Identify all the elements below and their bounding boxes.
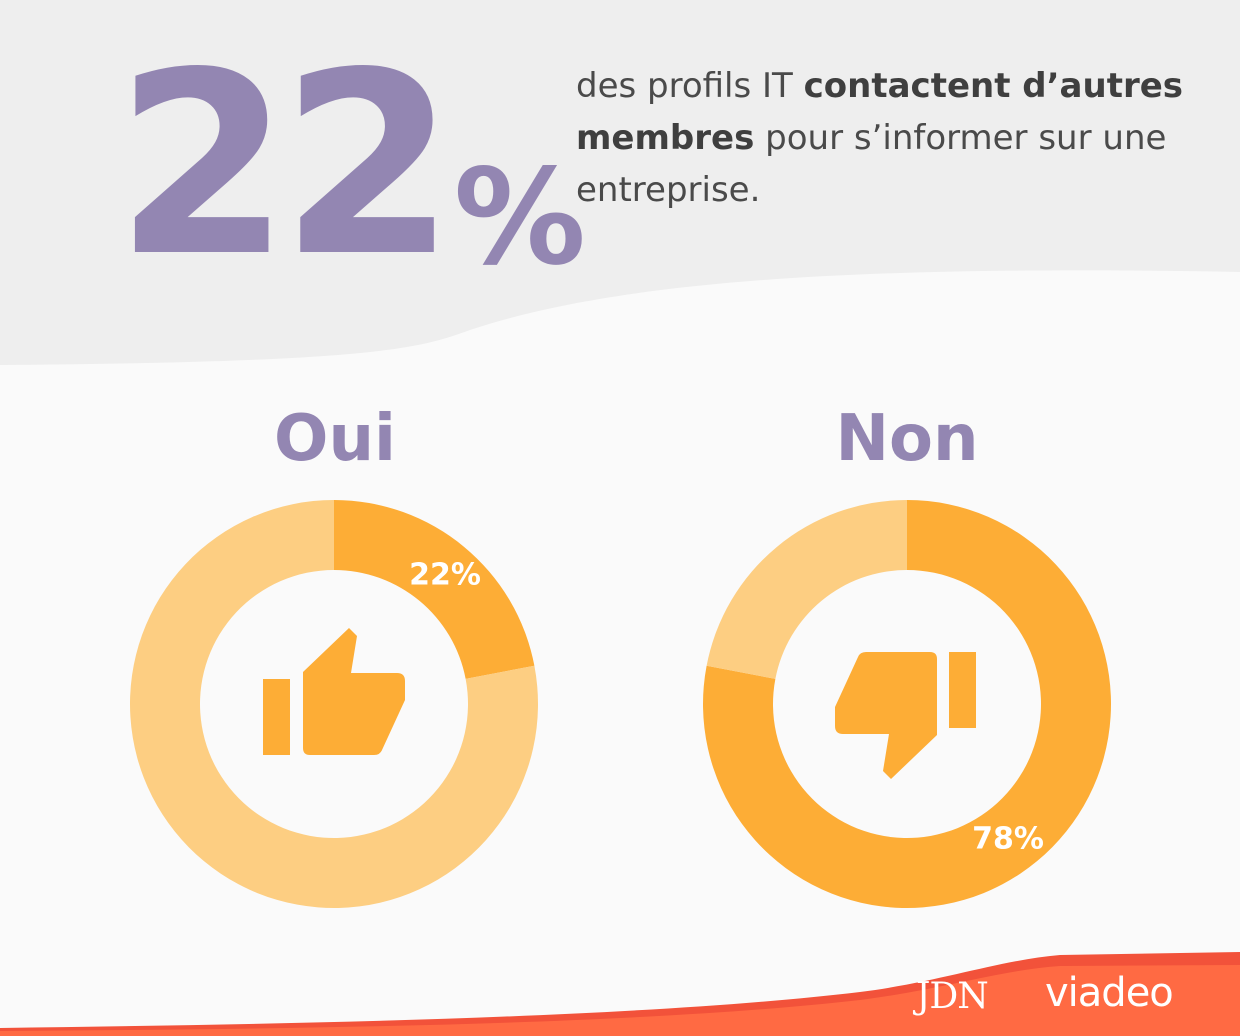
headline-description: des profils IT contactent d’autres membr… (576, 60, 1196, 216)
description-text-1: des profils IT (576, 66, 804, 106)
header-panel (0, 0, 1240, 365)
headline-stat: 22 % (115, 40, 586, 292)
donut-slice-0-1 (129, 500, 538, 908)
footer-band-highlight (0, 965, 1240, 1036)
chart-title-non: Non (835, 402, 979, 476)
donut-chart-non: 78% (703, 499, 1112, 908)
donut-slice-0-0 (334, 500, 535, 679)
viadeo-logo: viadeo (1045, 970, 1174, 1016)
donut-data-label-0: 22% (409, 558, 481, 593)
headline-number: 22 (115, 19, 456, 312)
donut-slice-1-0 (703, 500, 1112, 908)
description-text-2: pour s’informer sur une entreprise. (576, 118, 1167, 210)
headline-percent-sign: % (453, 141, 586, 295)
thumbs-up-icon (263, 628, 405, 755)
donut-data-label-1: 78% (972, 822, 1044, 857)
jdn-logo: JDN (916, 976, 989, 1017)
description-text-bold: contactent d’autres membres (576, 66, 1184, 158)
thumbs-down-icon (835, 652, 976, 779)
donut-chart-oui: 22% (129, 500, 538, 908)
chart-title-oui: Oui (274, 402, 396, 476)
donut-slice-1-1 (706, 499, 907, 679)
